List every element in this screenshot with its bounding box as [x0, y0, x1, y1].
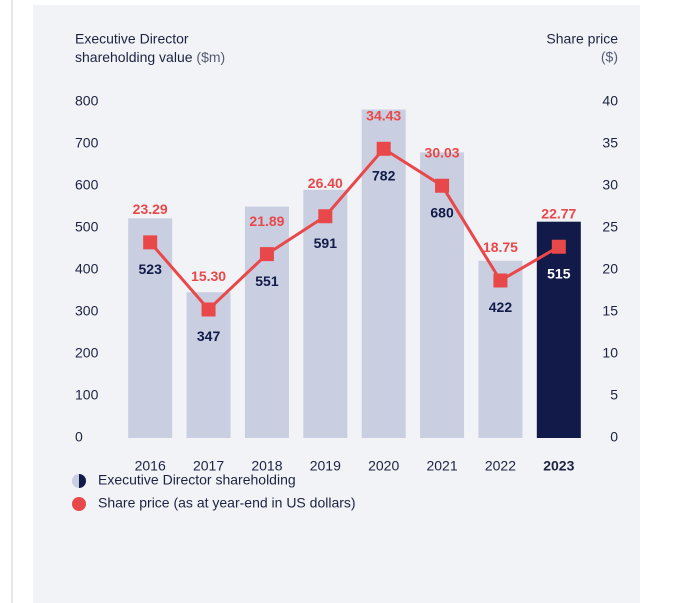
price-marker [551, 239, 566, 254]
y-axis-title: shareholding value ($m) [75, 49, 225, 65]
legend-label: Share price (as at year-end in US dollar… [98, 495, 356, 511]
y2-tick-label: 30 [602, 177, 618, 193]
x-tick-label: 2017 [193, 458, 224, 474]
price-label: 34.43 [366, 107, 401, 123]
y2-tick-label: 5 [610, 387, 618, 403]
y-tick-label: 800 [75, 93, 99, 109]
y2-tick-label: 20 [602, 261, 618, 277]
legend-marker [79, 474, 86, 488]
price-label: 15.30 [191, 268, 226, 284]
bar [303, 189, 348, 438]
bar-label: 680 [430, 204, 454, 220]
bar [420, 152, 465, 438]
y-tick-label: 400 [75, 261, 99, 277]
price-label: 22.77 [541, 205, 576, 221]
y-axis-unit: ($m) [196, 49, 225, 65]
price-marker [376, 141, 391, 156]
y2-axis-unit: ($) [601, 49, 618, 65]
y-tick-label: 0 [75, 429, 83, 445]
price-label: 23.29 [133, 201, 168, 217]
x-tick-label: 2018 [251, 458, 282, 474]
y2-tick-label: 25 [602, 219, 618, 235]
bar [186, 292, 231, 438]
y-tick-label: 600 [75, 177, 99, 193]
price-label: 26.40 [308, 175, 343, 191]
x-tick-label: 2019 [310, 458, 341, 474]
y-tick-label: 700 [75, 135, 99, 151]
x-tick-label: 2021 [426, 458, 457, 474]
legend-marker [72, 474, 79, 488]
y2-tick-label: 10 [602, 345, 618, 361]
bar-label: 782 [372, 167, 396, 183]
y2-axis-title: Share price [546, 31, 618, 47]
bar-label: 422 [489, 299, 513, 315]
price-label: 30.03 [425, 144, 460, 160]
legend-label: Executive Director shareholding [98, 472, 296, 488]
y2-tick-label: 15 [602, 303, 618, 319]
bar-label: 591 [314, 235, 338, 251]
y-tick-label: 100 [75, 387, 99, 403]
y2-tick-label: 0 [610, 429, 618, 445]
bar [478, 260, 523, 438]
bar-label: 347 [197, 328, 221, 344]
legend-marker [72, 497, 86, 511]
bar-label: 515 [547, 265, 571, 281]
y-tick-label: 200 [75, 345, 99, 361]
price-marker [201, 302, 216, 317]
y2-tick-label: 35 [602, 135, 618, 151]
bar-label: 523 [139, 261, 163, 277]
y-axis-title-part: shareholding value [75, 49, 193, 65]
bar-label: 551 [255, 273, 279, 289]
x-tick-label: 2023 [543, 458, 574, 474]
y-axis-title: Executive Director [75, 31, 189, 47]
y-tick-label: 500 [75, 219, 99, 235]
bar [536, 221, 581, 438]
y-tick-label: 300 [75, 303, 99, 319]
bar [244, 206, 289, 438]
price-marker [259, 247, 274, 262]
price-marker [318, 209, 333, 224]
price-marker [143, 235, 158, 250]
price-marker [435, 178, 450, 193]
x-tick-label: 2020 [368, 458, 399, 474]
x-tick-label: 2022 [485, 458, 516, 474]
price-marker [493, 273, 508, 288]
bar [128, 218, 173, 438]
price-label: 18.75 [483, 239, 518, 255]
price-line [149, 146, 560, 312]
y2-tick-label: 40 [602, 93, 618, 109]
price-label: 21.89 [249, 213, 284, 229]
x-tick-label: 2016 [135, 458, 166, 474]
